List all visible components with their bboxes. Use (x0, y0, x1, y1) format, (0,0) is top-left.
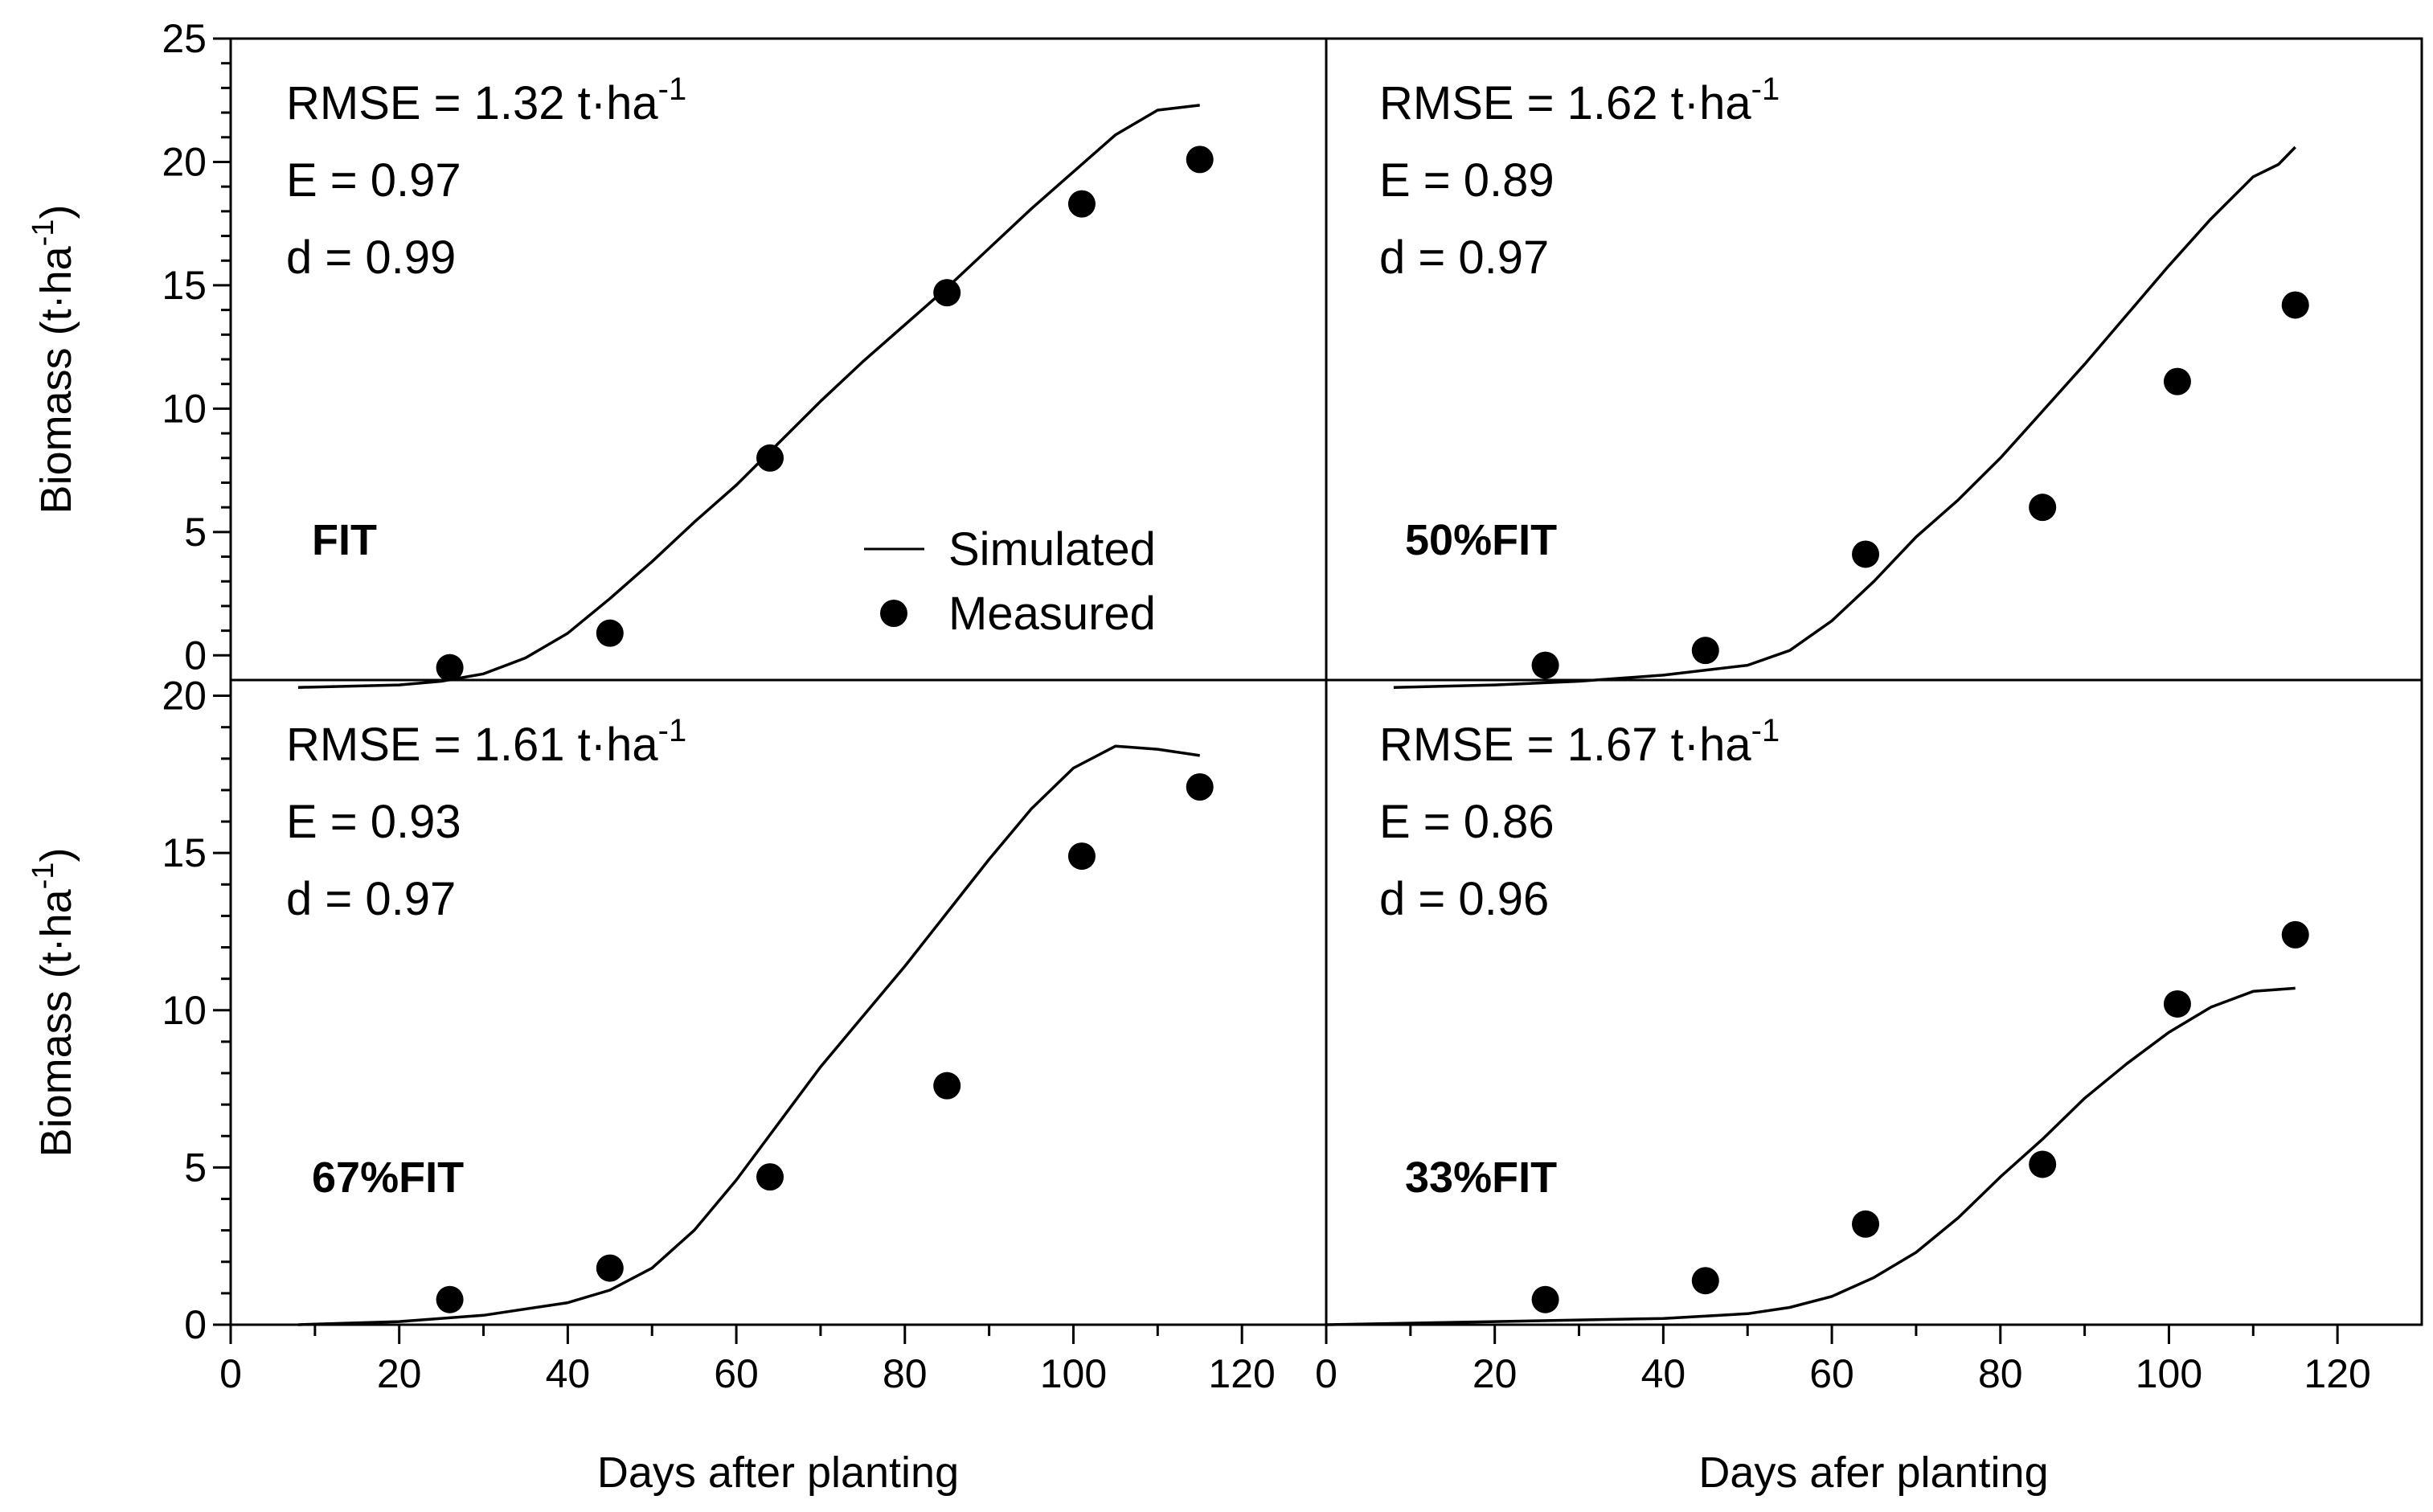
treatment-label: 33%FIT (1405, 1153, 1557, 1202)
x-tick-label: 80 (1978, 1351, 2023, 1396)
legend: Simulated Measured (864, 523, 1156, 640)
x-tick-label: 0 (219, 1351, 242, 1396)
y-tick-label: 20 (162, 674, 207, 719)
measured-point (596, 619, 624, 647)
x-tick-label: 100 (2136, 1351, 2202, 1396)
measured-point (933, 1072, 961, 1100)
measured-point (756, 444, 784, 472)
panel-bottom-left: 0 5 10 15 20 0 20 40 60 80 100 120 RMSE = 1.61 t·ha-… (162, 674, 1275, 1396)
measured-point (2029, 494, 2057, 522)
measured-point (1067, 842, 1096, 871)
d-label: d = 0.97 (286, 873, 456, 925)
e-label: E = 0.89 (1379, 154, 1554, 207)
panel-bottom-right: 0 20 40 60 80 100 120 RMSE = 1.67 t·ha-1 E = 0.8… (1315, 713, 2371, 1396)
x-tick-label: 60 (714, 1351, 759, 1396)
e-label: E = 0.93 (286, 796, 461, 848)
treatment-label: 50%FIT (1405, 516, 1557, 564)
measured-point (2163, 367, 2191, 395)
e-label: E = 0.97 (286, 154, 461, 207)
y-tick-label: 15 (162, 263, 207, 308)
legend-label-simulated: Simulated (948, 523, 1156, 576)
y-tick-label: 10 (162, 386, 207, 431)
rmse-label: RMSE = 1.61 t·ha-1 (286, 713, 686, 771)
e-label: E = 0.86 (1379, 796, 1554, 848)
measured-point (1691, 637, 1719, 665)
measured-point (436, 654, 464, 682)
y-tick-label: 20 (162, 139, 207, 184)
treatment-label: 67%FIT (312, 1153, 464, 1202)
x-tick-label: 20 (1472, 1351, 1518, 1396)
panel-top-left: 0 5 10 15 20 25 RMSE = 1.32 t·ha-1 E = 0.97 d = … (162, 16, 1214, 689)
y-tick-label: 0 (184, 633, 207, 678)
measured-point (2029, 1150, 2057, 1178)
x-tick-label: 80 (883, 1351, 928, 1396)
panels: 0 5 10 15 20 25 RMSE = 1.32 t·ha-1 E = 0.97 d = … (162, 16, 2370, 1396)
y-tick-label: 5 (184, 510, 207, 555)
rmse-label: RMSE = 1.62 t·ha-1 (1379, 72, 1780, 129)
measured-point (2163, 990, 2191, 1018)
simulated-line (297, 744, 1200, 1326)
measured-point (1067, 190, 1096, 218)
measured-point (436, 1285, 464, 1313)
measured-point (1691, 1267, 1719, 1295)
x-tick-label: 100 (1040, 1351, 1107, 1396)
legend-marker-measured (880, 600, 907, 627)
measured-point (1186, 145, 1214, 174)
measured-point (756, 1163, 784, 1191)
measured-point (1531, 651, 1559, 679)
measured-point (2281, 291, 2309, 319)
x-tick-label: 120 (1208, 1351, 1275, 1396)
rmse-label: RMSE = 1.67 t·ha-1 (1379, 713, 1780, 771)
d-label: d = 0.99 (286, 232, 456, 284)
legend-label-measured: Measured (948, 588, 1156, 640)
x-tick-label: 120 (2304, 1351, 2370, 1396)
measured-point (1852, 540, 1880, 568)
x-axis-label-left: Days after planting (597, 1448, 959, 1497)
d-label: d = 0.96 (1379, 873, 1549, 925)
y-tick-label: 5 (184, 1145, 207, 1190)
x-tick-label: 0 (1315, 1351, 1337, 1396)
measured-point (596, 1254, 624, 1282)
x-axis-label-right: Days afer planting (1698, 1448, 2048, 1497)
x-tick-label: 20 (377, 1351, 422, 1396)
panel-top-right: RMSE = 1.62 t·ha-1 E = 0.89 d = 0.97 50%FIT (1379, 72, 2309, 689)
y-axis-label-bottom: Biomass (t·ha-1) (27, 848, 80, 1158)
x-tick-label: 40 (1641, 1351, 1686, 1396)
measured-point (2281, 920, 2309, 949)
x-tick-label: 40 (546, 1351, 591, 1396)
simulated-line (297, 104, 1200, 689)
y-tick-label: 10 (162, 988, 207, 1033)
measured-point (1852, 1210, 1880, 1238)
rmse-label: RMSE = 1.32 t·ha-1 (286, 72, 686, 129)
measured-point (1186, 773, 1214, 801)
d-label: d = 0.97 (1379, 232, 1549, 284)
x-tick-label: 60 (1809, 1351, 1854, 1396)
y-tick-label: 15 (162, 830, 207, 875)
simulated-line (1325, 986, 2296, 1326)
treatment-label: FIT (312, 516, 377, 564)
measured-point (933, 279, 961, 307)
y-tick-label: 25 (162, 16, 207, 61)
y-axis-label-top: Biomass (t·ha-1) (27, 205, 80, 514)
simulated-line (1393, 145, 2296, 689)
measured-point (1531, 1285, 1559, 1313)
y-tick-label: 0 (184, 1302, 207, 1347)
